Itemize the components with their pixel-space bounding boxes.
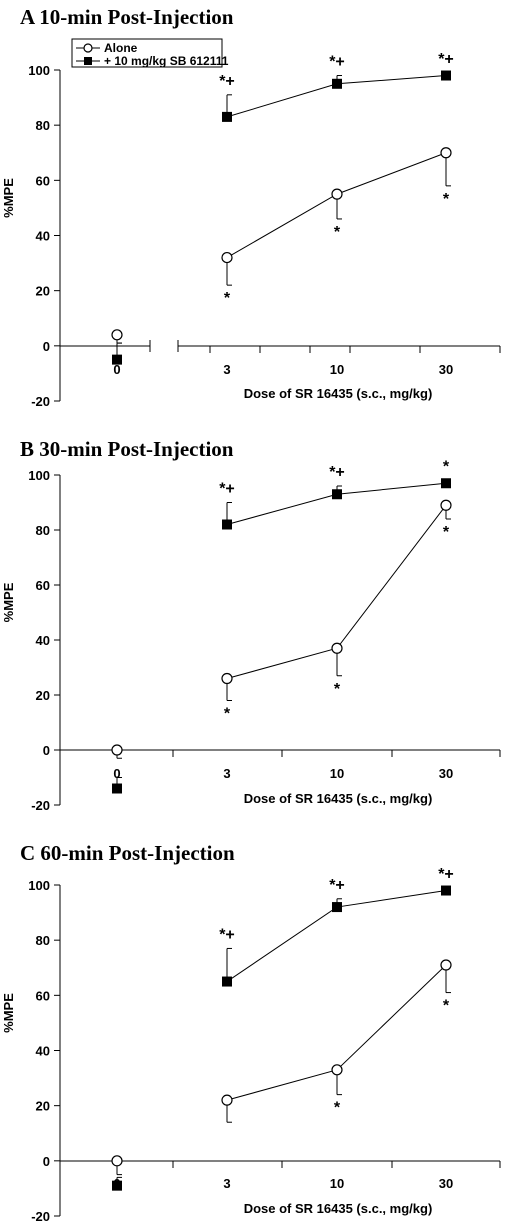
x-tick-label: 30: [439, 1176, 453, 1191]
x-tick-label: 10: [330, 362, 344, 377]
x-axis-label: Dose of SR 16435 (s.c., mg/kg): [244, 1201, 433, 1216]
significance-marker: *: [334, 224, 341, 241]
x-tick-label: 30: [439, 766, 453, 781]
x-tick-label: 30: [439, 362, 453, 377]
x-tick-label: 0: [113, 766, 120, 781]
legend-circle-marker: [83, 43, 93, 53]
significance-marker: *: [224, 706, 231, 723]
data-point-square: [112, 354, 122, 365]
y-tick-label: 0: [43, 1154, 50, 1169]
y-tick-label: -20: [31, 1209, 50, 1224]
data-point-circle: [440, 959, 452, 971]
data-point-circle: [111, 744, 123, 756]
data-point-square: [112, 1180, 122, 1191]
significance-marker: *+: [438, 866, 454, 883]
significance-marker: *+: [219, 73, 235, 90]
significance-marker: *: [224, 290, 231, 307]
data-point-square: [222, 111, 232, 122]
legend-entry: + 10 mg/kg SB 612111: [104, 54, 229, 68]
y-tick-label: 80: [36, 523, 50, 538]
y-tick-label: 60: [36, 988, 50, 1003]
y-tick-label: 80: [36, 118, 50, 133]
y-tick-label: 20: [36, 284, 50, 299]
y-axis-label: %MPE: [1, 993, 16, 1033]
y-tick-label: 60: [36, 173, 50, 188]
legend: Alone+ 10 mg/kg SB 612111: [71, 38, 229, 68]
data-point-circle: [221, 251, 233, 264]
x-axis-label: Dose of SR 16435 (s.c., mg/kg): [244, 791, 433, 806]
y-tick-label: 0: [43, 743, 50, 758]
data-point-square: [441, 70, 451, 81]
y-tick-label: -20: [31, 798, 50, 813]
data-point-circle: [440, 147, 452, 159]
data-point-circle: [331, 642, 343, 654]
data-point-square: [222, 976, 232, 987]
y-tick-label: 40: [36, 229, 50, 244]
x-axis-label: Dose of SR 16435 (s.c., mg/kg): [244, 386, 433, 401]
significance-marker: *: [443, 459, 450, 476]
y-axis-label: %MPE: [1, 582, 16, 622]
y-tick-label: 100: [28, 63, 50, 78]
significance-marker: *+: [219, 926, 235, 943]
data-point-square: [222, 519, 232, 530]
y-tick-label: 100: [28, 878, 50, 893]
data-point-circle: [111, 329, 123, 341]
x-tick-label: 3: [223, 362, 230, 377]
chart-title: B 30-min Post-Injection: [20, 437, 234, 461]
chart-panel-c: C 60-min Post-Injection -20 0 20 40 60 80 100 %M…: [1, 841, 501, 1224]
x-tick-label: 10: [330, 1176, 344, 1191]
chart-title: C 60-min Post-Injection: [20, 841, 235, 865]
y-tick-label: 40: [36, 1044, 50, 1059]
significance-marker: *: [443, 191, 450, 208]
significance-marker: *: [334, 1100, 341, 1117]
x-tick-label: 10: [330, 766, 344, 781]
data-point-square: [332, 902, 342, 913]
legend-entry: Alone: [104, 41, 138, 55]
y-tick-label: 60: [36, 578, 50, 593]
chart-title: A 10-min Post-Injection: [20, 5, 234, 29]
significance-marker: *: [334, 681, 341, 698]
x-tick-label: 3: [223, 1176, 230, 1191]
data-point-circle: [331, 1064, 343, 1076]
significance-marker: *: [443, 524, 450, 541]
chart-panel-b: B 30-min Post-Injection-20020406080100%M…: [1, 437, 501, 813]
data-point-square: [332, 78, 342, 89]
y-tick-label: 100: [28, 468, 50, 483]
data-point-square: [112, 783, 122, 794]
significance-marker: *+: [329, 464, 345, 481]
data-point-circle: [111, 1155, 123, 1167]
y-tick-label: 80: [36, 933, 50, 948]
data-point-circle: [221, 1094, 233, 1106]
x-tick-label: 3: [223, 766, 230, 781]
data-point-square: [332, 489, 342, 500]
y-tick-label: 0: [43, 339, 50, 354]
y-axis-label: %MPE: [1, 178, 16, 218]
y-tick-label: 20: [36, 1099, 50, 1114]
legend-square-marker: [84, 57, 92, 65]
significance-marker: *+: [329, 877, 345, 894]
y-tick-label: 20: [36, 688, 50, 703]
y-tick-label: -20: [31, 394, 50, 409]
significance-marker: *+: [329, 54, 345, 71]
y-tick-label: 40: [36, 633, 50, 648]
data-point-circle: [440, 499, 452, 511]
data-point-circle: [221, 672, 233, 685]
significance-marker: *+: [438, 51, 454, 68]
legend-box: [71, 38, 223, 68]
data-point-square: [441, 478, 451, 489]
x-tick-label: 0: [113, 362, 120, 377]
data-point-square: [441, 885, 451, 896]
data-point-circle: [331, 188, 343, 200]
significance-marker: *+: [219, 481, 235, 498]
significance-marker: *: [443, 998, 450, 1015]
chart-panel-a: A 10-min Post-Injection-20020406080100%M…: [1, 5, 501, 409]
